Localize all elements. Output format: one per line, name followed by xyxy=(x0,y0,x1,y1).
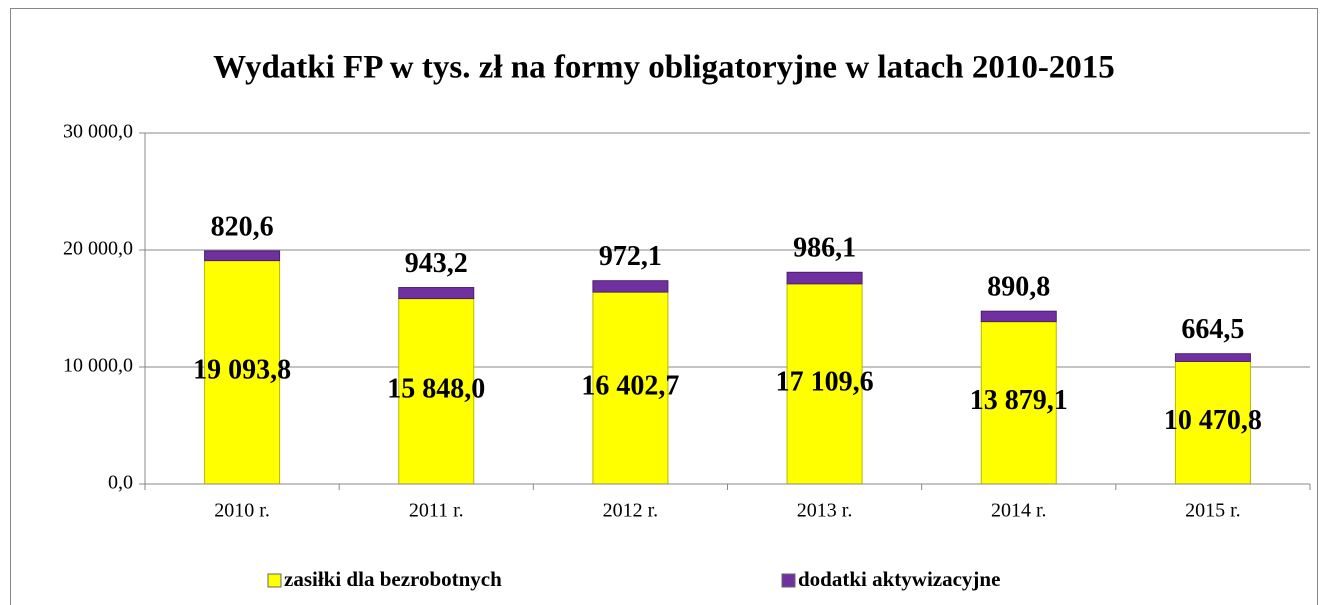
bar-segment xyxy=(980,310,1057,323)
data-label: 17 109,6 xyxy=(776,366,874,397)
data-label: 820,6 xyxy=(211,211,274,242)
data-label: 19 093,8 xyxy=(193,355,291,386)
bar-segment xyxy=(592,280,669,293)
x-tick-label: 2014 r. xyxy=(991,500,1047,522)
legend-swatch xyxy=(781,573,796,588)
data-label: 972,1 xyxy=(599,241,662,272)
bar-segment xyxy=(592,291,669,485)
bar-segment xyxy=(786,283,863,485)
x-tick-label: 2010 r. xyxy=(214,500,270,522)
y-tick-label: 10 000,0 xyxy=(63,355,133,377)
legend-label: dodatki aktywizacyjne xyxy=(798,567,1000,591)
y-tick-label: 0,0 xyxy=(108,472,133,494)
bar-segment xyxy=(398,298,475,485)
y-tick-label: 30 000,0 xyxy=(63,121,133,143)
data-label: 664,5 xyxy=(1181,314,1244,345)
data-label: 943,2 xyxy=(405,248,468,279)
data-label: 16 402,7 xyxy=(581,370,679,401)
data-label: 10 470,8 xyxy=(1164,405,1262,436)
data-label: 15 848,0 xyxy=(387,374,485,405)
data-label: 13 879,1 xyxy=(970,385,1068,416)
legend-label: zasiłki dla bezrobotnych xyxy=(284,567,502,591)
x-tick-label: 2011 r. xyxy=(409,500,464,522)
bar-segment xyxy=(398,287,475,300)
bar-segment xyxy=(1174,360,1251,485)
legend-swatch xyxy=(267,573,282,588)
chart-title: Wydatki FP w tys. zł na formy obligatory… xyxy=(213,50,1115,86)
bar-segment xyxy=(980,321,1057,485)
bar-segment xyxy=(786,271,863,285)
bar-segment xyxy=(204,260,281,485)
data-label: 986,1 xyxy=(793,233,856,264)
x-tick-label: 2012 r. xyxy=(603,500,659,522)
y-tick-label: 20 000,0 xyxy=(63,238,133,260)
data-label: 890,8 xyxy=(987,272,1050,303)
x-tick-label: 2013 r. xyxy=(797,500,853,522)
x-tick-label: 2015 r. xyxy=(1185,500,1241,522)
bar-segment xyxy=(204,250,281,262)
bar-segment xyxy=(1174,353,1251,362)
